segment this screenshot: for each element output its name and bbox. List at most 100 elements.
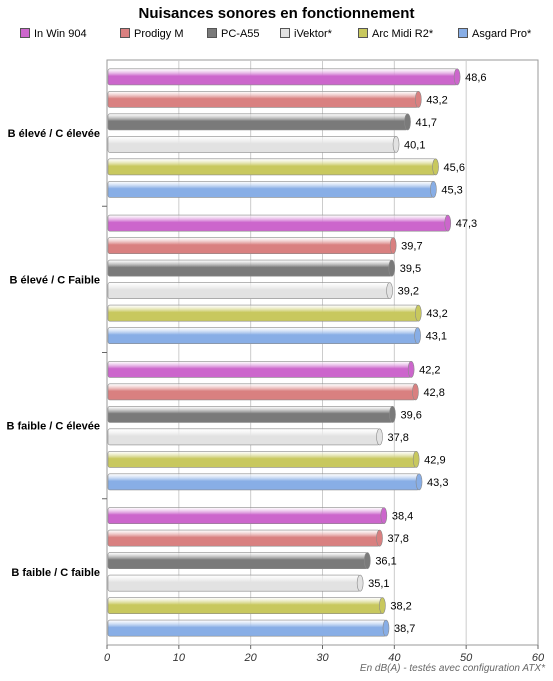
bar-end-cap: [453, 68, 461, 86]
bar: [107, 574, 361, 592]
data-label: 41,7: [416, 117, 437, 129]
bar-end-cap: [388, 259, 396, 277]
bar-end-cap: [376, 428, 383, 446]
data-label: 40,1: [404, 139, 425, 151]
data-label: 43,2: [426, 308, 447, 320]
chart-legend: In Win 904 Prodigy M PC-A55 iVektor* Arc Mid…: [2, 28, 551, 42]
legend-item: Prodigy M: [120, 28, 184, 40]
data-label: 35,1: [368, 578, 389, 590]
data-label: 39,2: [398, 286, 419, 298]
bar: [107, 135, 397, 153]
bar: [107, 619, 387, 637]
bar-end-cap: [389, 237, 397, 255]
x-tick-label: 30: [316, 652, 329, 664]
bar: [107, 529, 380, 547]
legend-label: Arc Midi R2*: [372, 28, 434, 40]
bar: [107, 180, 434, 198]
legend-swatch: [280, 28, 290, 38]
legend-swatch: [20, 28, 30, 38]
data-label: 45,6: [444, 162, 465, 174]
data-label: 39,7: [401, 241, 422, 253]
bar: [107, 428, 380, 446]
legend-item: PC-A55: [207, 28, 260, 40]
data-label: 43,3: [427, 477, 448, 489]
bar-end-cap: [364, 552, 371, 570]
data-label: 37,8: [388, 432, 409, 444]
bar-end-cap: [386, 282, 393, 300]
data-label: 38,2: [390, 601, 411, 613]
legend-swatch: [207, 28, 217, 38]
bar-end-cap: [432, 158, 439, 176]
legend-label: Prodigy M: [134, 28, 184, 40]
bar-end-cap: [415, 90, 422, 108]
y-category-label: B faible / C élevée: [6, 421, 100, 433]
legend-item: iVektor*: [280, 28, 332, 40]
bar: [107, 304, 419, 322]
data-label: 42,8: [423, 387, 444, 399]
bar-end-cap: [412, 383, 419, 401]
data-label: 37,8: [388, 533, 409, 545]
data-label: 38,7: [394, 623, 415, 635]
bar-end-cap: [414, 327, 421, 345]
bar-end-cap: [379, 597, 386, 615]
data-label: 36,1: [375, 556, 396, 568]
bar-end-cap: [412, 450, 420, 468]
legend-label: PC-A55: [221, 28, 260, 40]
bar-end-cap: [382, 619, 390, 637]
bar-end-cap: [415, 304, 422, 322]
bar-end-cap: [407, 360, 415, 378]
x-tick-label: 40: [388, 652, 401, 664]
x-tick-label: 50: [460, 652, 473, 664]
data-label: 39,5: [400, 263, 421, 275]
data-label: 43,1: [426, 331, 447, 343]
y-category-label: B élevé / C élevée: [8, 128, 100, 140]
bar-end-cap: [415, 473, 423, 491]
bar: [107, 405, 393, 423]
data-label: 43,2: [426, 94, 447, 106]
data-label: 42,2: [419, 364, 440, 376]
bar-end-cap: [380, 507, 388, 525]
bar: [107, 360, 412, 378]
bar: [107, 450, 417, 468]
bar: [107, 282, 390, 300]
x-tick-label: 10: [173, 652, 186, 664]
bar-end-cap: [430, 180, 437, 198]
bar-end-cap: [356, 574, 364, 592]
bar-end-cap: [444, 214, 452, 232]
data-label: 45,3: [441, 184, 462, 196]
data-label: 42,9: [424, 454, 445, 466]
data-label: 48,6: [465, 72, 486, 84]
x-tick-label: 60: [532, 652, 545, 664]
bar-end-cap: [389, 405, 396, 423]
chart-footer: En dB(A) - testés avec configuration ATX…: [359, 663, 545, 674]
bar: [107, 90, 419, 108]
bar: [107, 383, 416, 401]
legend-swatch: [358, 28, 368, 38]
bar-end-cap: [404, 113, 411, 131]
bar: [107, 158, 436, 176]
bar: [107, 214, 449, 232]
legend-label: In Win 904: [34, 28, 87, 40]
legend-label: Asgard Pro*: [472, 28, 532, 40]
legend-item: In Win 904: [20, 28, 87, 40]
y-category-label: B élevé / C Faible: [10, 274, 100, 286]
data-label: 47,3: [456, 218, 477, 230]
bar: [107, 552, 368, 570]
legend-item: Asgard Pro*: [458, 28, 531, 40]
bar: [107, 68, 458, 86]
bar: [107, 237, 394, 255]
x-tick-label: 0: [104, 652, 111, 664]
x-tick-label: 20: [244, 652, 258, 664]
legend-label: iVektor*: [294, 28, 332, 40]
bar: [107, 473, 420, 491]
legend-item: Arc Midi R2*: [358, 28, 433, 40]
bar: [107, 507, 385, 525]
chart-title: Nuisances sonores en fonctionnement: [138, 5, 415, 22]
bar-end-cap: [392, 135, 400, 153]
data-label: 39,6: [400, 409, 421, 421]
data-label: 38,4: [392, 511, 413, 523]
y-category-label: B faible / C faible: [11, 567, 100, 579]
legend-swatch: [458, 28, 468, 38]
